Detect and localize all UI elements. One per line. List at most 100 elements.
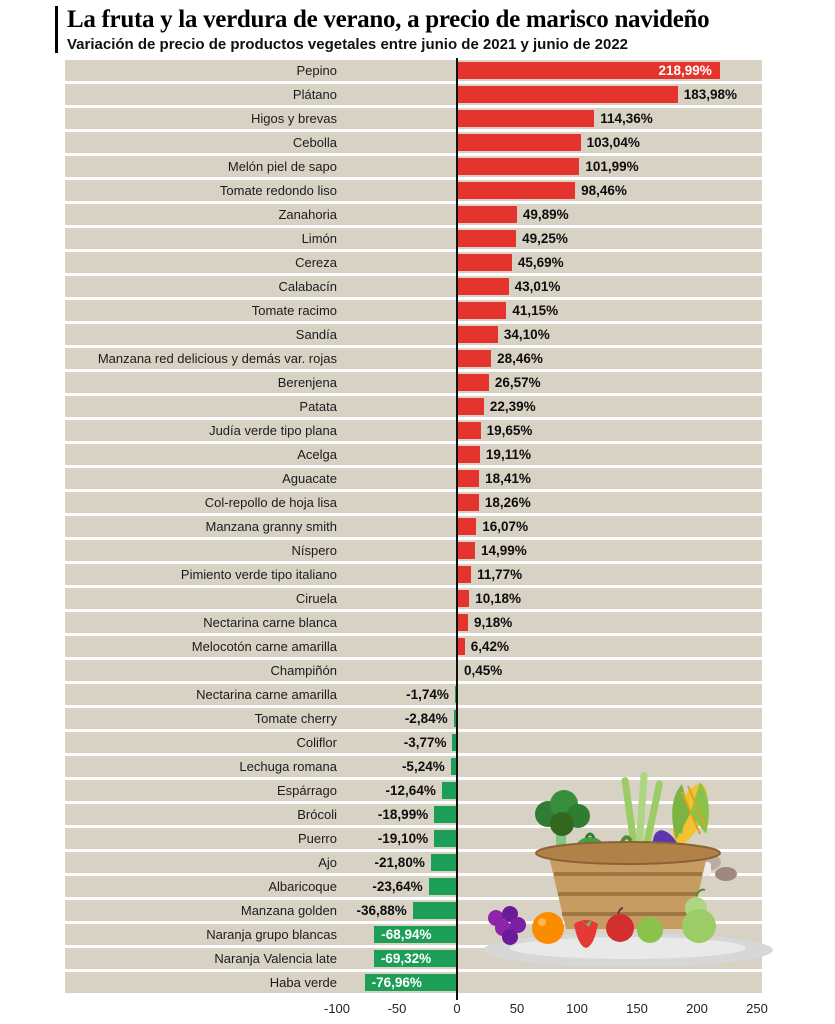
chart-row: Col-repollo de hoja lisa 18,26%: [65, 492, 762, 513]
category-label: Melón piel de sapo: [227, 159, 337, 174]
bar-positive: [457, 590, 470, 607]
chart-row: Calabacín 43,01%: [65, 276, 762, 297]
value-label: 114,36%: [600, 111, 653, 126]
category-label: Nectarina carne amarilla: [196, 687, 337, 702]
value-label: -12,64%: [385, 783, 436, 798]
value-label: -23,64%: [372, 879, 423, 894]
value-label: 18,26%: [484, 495, 531, 510]
bar-positive: [457, 638, 465, 655]
category-label: Tomate redondo liso: [219, 183, 337, 198]
broccoli: [535, 790, 590, 852]
category-label: Champiñón: [270, 663, 338, 678]
bar-positive: [457, 110, 595, 127]
category-label: Lechuga romana: [239, 759, 337, 774]
category-label: Col-repollo de hoja lisa: [204, 495, 337, 510]
bar-negative: [364, 974, 457, 991]
bar-negative: [454, 686, 457, 703]
category-label: Coliflor: [296, 735, 337, 750]
bar-chart: Pepino 218,99% Plátano 183,98% Higos y breva…: [65, 58, 762, 1000]
category-label: Espárrago: [277, 783, 337, 798]
bar-positive: [457, 566, 472, 583]
chart-row: Cebolla 103,04%: [65, 132, 762, 153]
bar-negative: [412, 902, 457, 919]
category-label: Ciruela: [295, 591, 337, 606]
chart-row: Lechuga romana -5,24%: [65, 756, 762, 777]
value-label: 41,15%: [512, 303, 559, 318]
header: La fruta y la verdura de verano, a preci…: [55, 6, 807, 53]
bar-negative: [374, 926, 457, 943]
chart-row: Tomate racimo 41,15%: [65, 300, 762, 321]
value-label: 28,46%: [497, 351, 543, 366]
category-label: Cebolla: [292, 135, 337, 150]
bar-positive: [457, 158, 580, 175]
chart-row: Patata 22,39%: [65, 396, 762, 417]
chart-row: Cereza 45,69%: [65, 252, 762, 273]
value-label: -68,94%: [381, 927, 432, 942]
x-axis-tick-label: -100: [323, 1001, 351, 1016]
category-label: Melocotón carne amarilla: [191, 639, 337, 654]
x-axis: -100 -50 0 50 100 150 200 250: [65, 1001, 768, 1021]
bar-positive: [457, 470, 480, 487]
x-axis-tick-label: 50: [509, 1001, 525, 1016]
value-label: -69,32%: [380, 951, 432, 966]
bar-negative: [453, 710, 457, 727]
value-label: -19,10%: [377, 831, 429, 846]
fruit-basket-illustration: [483, 772, 773, 967]
category-label: Patata: [299, 399, 337, 414]
bar-positive: [457, 326, 498, 343]
chart-row: Acelga 19,11%: [65, 444, 762, 465]
category-label: Manzana red delicious y demás var. rojas: [97, 351, 337, 366]
chart-row: Nectarina carne amarilla -1,74%: [65, 684, 762, 705]
bar-positive: [457, 422, 481, 439]
category-label: Judía verde tipo plana: [209, 423, 337, 438]
x-axis-tick-label: 0: [453, 1001, 461, 1016]
value-label: 18,41%: [485, 471, 531, 486]
fruits-on-plate: [488, 888, 716, 948]
bar-positive: [457, 86, 678, 103]
chart-row: Pimiento verde tipo italiano 11,77%: [65, 564, 762, 585]
value-label: 10,18%: [475, 591, 521, 606]
value-label: -2,84%: [404, 711, 448, 726]
chart-row: Zanahoria 49,89%: [65, 204, 762, 225]
chart-row: Tomate cherry -2,84%: [65, 708, 762, 729]
value-label: -3,77%: [403, 735, 447, 750]
value-label: 183,98%: [683, 87, 738, 102]
category-label: Manzana granny smith: [205, 519, 337, 534]
bar-negative: [441, 782, 457, 799]
category-label: Haba verde: [269, 975, 337, 990]
x-axis-tick-label: -50: [387, 1001, 407, 1016]
basket: [535, 841, 721, 929]
value-label: -36,88%: [356, 903, 407, 918]
chart-row: Nectarina carne blanca 9,18%: [65, 612, 762, 633]
category-label: Tomate racimo: [251, 303, 337, 318]
value-label: 19,11%: [485, 447, 531, 462]
value-label: -21,80%: [374, 855, 425, 870]
bar-negative: [430, 854, 457, 871]
value-label: 45,69%: [517, 255, 564, 270]
category-label: Pepino: [296, 63, 337, 78]
bar-positive: [457, 254, 512, 271]
chart-row: Haba verde -76,96%: [65, 972, 762, 993]
value-label: -76,96%: [371, 975, 422, 990]
chart-row: Coliflor -3,77%: [65, 732, 762, 753]
bar-negative: [452, 734, 457, 751]
bar-negative: [373, 950, 457, 967]
bar-positive: [457, 278, 509, 295]
category-label: Pimiento verde tipo italiano: [180, 567, 337, 582]
bar-negative: [428, 878, 457, 895]
chart-row: Limón 49,25%: [65, 228, 762, 249]
bar-positive: [457, 614, 469, 631]
x-axis-tick-label: 150: [626, 1001, 648, 1016]
chart-title: La fruta y la verdura de verano, a preci…: [67, 6, 710, 33]
category-label: Manzana golden: [240, 903, 337, 918]
chart-row: Judía verde tipo plana 19,65%: [65, 420, 762, 441]
category-label: Sandía: [295, 327, 337, 342]
value-label: 6,42%: [470, 639, 509, 654]
category-label: Níspero: [291, 543, 337, 558]
chart-row: Plátano 183,98%: [65, 84, 762, 105]
chart-subtitle: Variación de precio de productos vegetal…: [67, 36, 629, 53]
category-label: Acelga: [297, 447, 337, 462]
category-label: Higos y brevas: [251, 111, 337, 126]
bar-positive: [457, 230, 517, 247]
